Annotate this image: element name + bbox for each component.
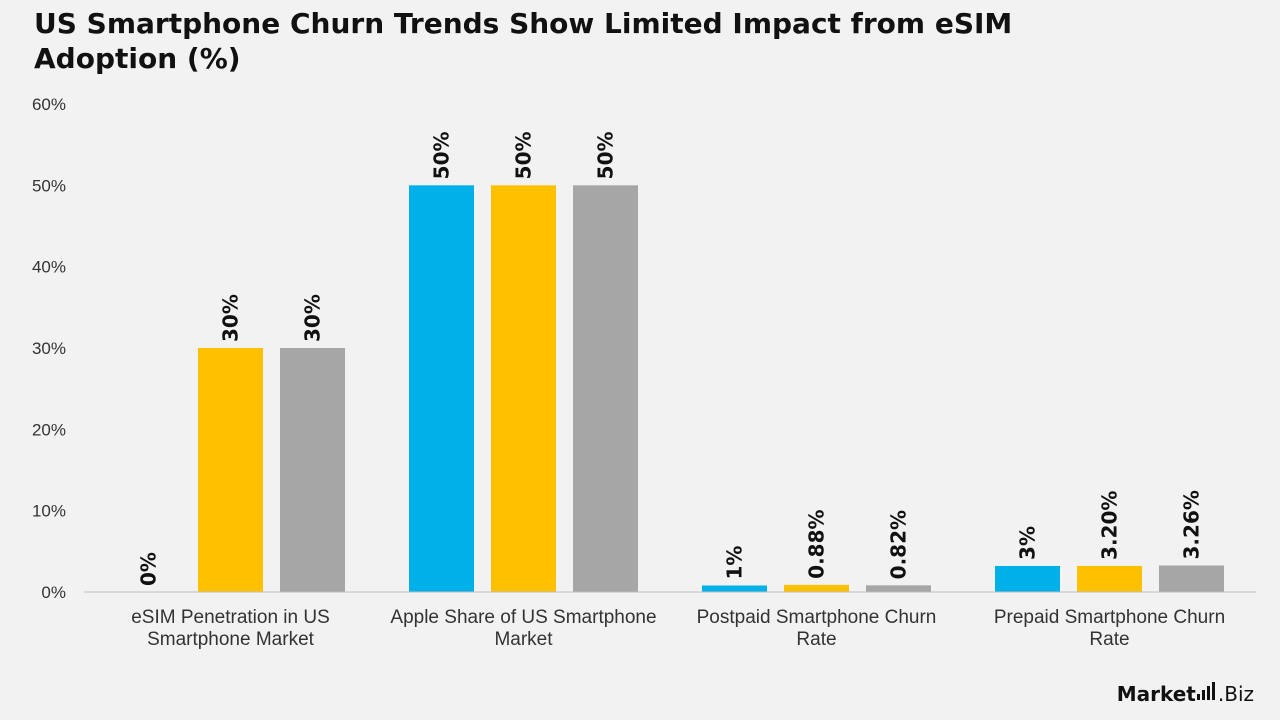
- y-tick-label: 20%: [32, 420, 66, 439]
- bar: [1077, 565, 1142, 592]
- bar-value-label: 30%: [301, 294, 325, 342]
- x-category-label: Postpaid Smartphone Churn: [697, 607, 937, 628]
- y-tick-label: 10%: [32, 502, 66, 521]
- bar: [280, 348, 345, 592]
- bar: [573, 185, 638, 593]
- bar: [784, 584, 849, 592]
- x-category-label: Rate: [796, 629, 836, 650]
- y-tick-label: 0%: [41, 583, 66, 602]
- y-tick-label: 40%: [32, 258, 66, 277]
- x-category-label: Smartphone Market: [147, 629, 315, 650]
- bar-value-label: 1%: [723, 546, 747, 580]
- x-category-label: Rate: [1089, 629, 1129, 650]
- x-category-label: Market: [494, 629, 553, 650]
- bar-value-label: 0%: [137, 552, 161, 586]
- bar: [995, 565, 1060, 592]
- y-tick-label: 50%: [32, 176, 66, 195]
- bar-value-label: 3.26%: [1180, 490, 1204, 559]
- bar-value-label: 50%: [594, 131, 618, 179]
- brand-logo: Market .Biz: [1117, 682, 1254, 706]
- x-category-label: Apple Share of US Smartphone: [390, 607, 656, 628]
- bar-value-label: 3%: [1016, 526, 1040, 560]
- bar: [702, 585, 767, 592]
- y-axis: 0% 10% 20% 30% 40% 50% 60%: [32, 95, 66, 602]
- bar-value-label: 0.88%: [805, 509, 829, 578]
- bar-value-label: 30%: [219, 294, 243, 342]
- bar-value-label: 50%: [430, 131, 454, 179]
- logo-bars-icon: [1196, 682, 1217, 700]
- logo-suffix-text: .Biz: [1217, 682, 1254, 706]
- bar-value-label: 50%: [512, 131, 536, 179]
- bar: [491, 185, 556, 593]
- logo-brand-text: Market: [1116, 682, 1196, 706]
- x-category-label: Prepaid Smartphone Churn: [994, 607, 1225, 628]
- bar-value-label: 0.82%: [887, 510, 911, 579]
- bar: [866, 585, 931, 592]
- chart-title: US Smartphone Churn Trends Show Limited …: [34, 7, 1013, 75]
- bar-value-label: 3.20%: [1098, 491, 1122, 560]
- bar: [1159, 565, 1224, 592]
- bar: [409, 185, 474, 593]
- y-tick-label: 60%: [32, 95, 66, 114]
- bar: [198, 348, 263, 592]
- bars-group: 0% 30% 30% 50% 50% 50% 1% 0.88% 0.82% 3% 3.20% 3.26…: [137, 131, 1224, 593]
- x-category-label: eSIM Penetration in US: [131, 607, 330, 628]
- y-tick-label: 30%: [32, 339, 66, 358]
